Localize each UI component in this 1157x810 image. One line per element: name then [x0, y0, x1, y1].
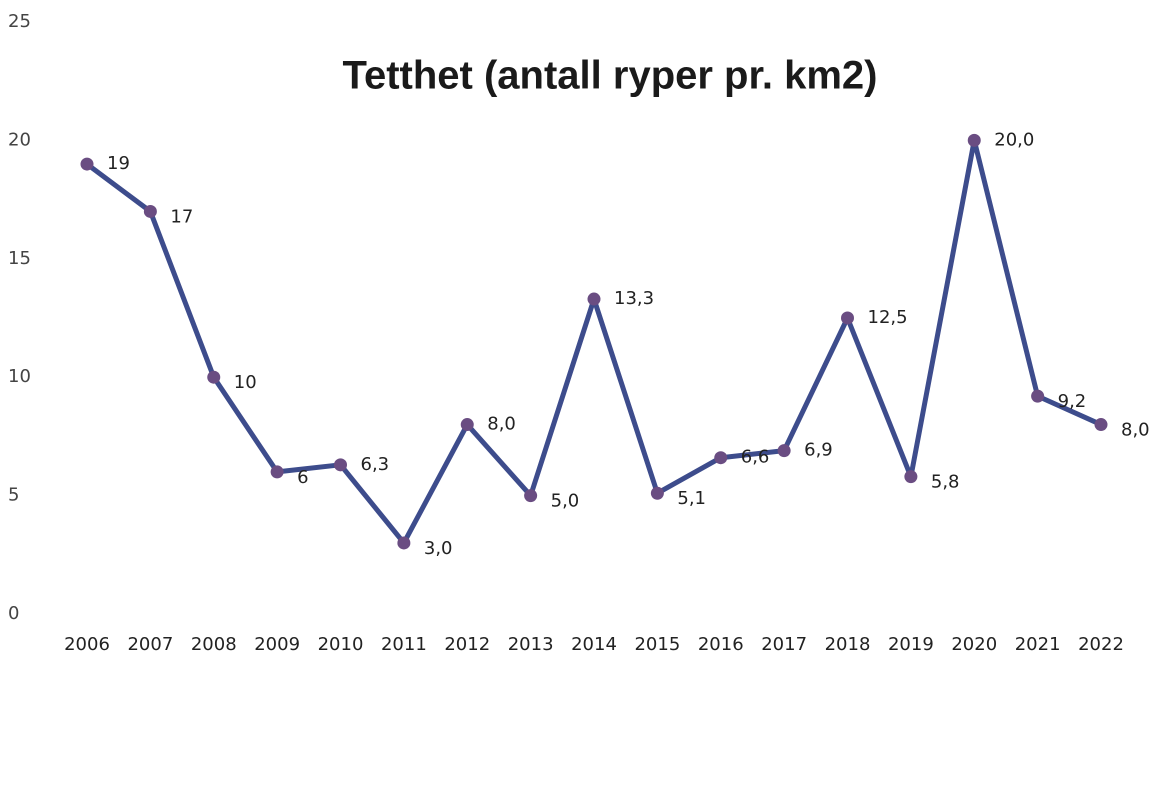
y-tick-label: 0: [8, 603, 19, 624]
x-tick-label: 2021: [1015, 634, 1061, 655]
x-tick-label: 2015: [634, 634, 680, 655]
x-tick-label: 2007: [127, 634, 173, 655]
marker: [904, 470, 918, 484]
x-tick-label: 2019: [888, 634, 934, 655]
marker: [80, 157, 94, 171]
marker: [967, 133, 981, 147]
data-label: 8,0: [1121, 420, 1150, 441]
data-label: 8,0: [487, 414, 516, 435]
x-tick-label: 2010: [318, 634, 364, 655]
x-tick-label: 2016: [698, 634, 744, 655]
marker: [1094, 418, 1108, 432]
marker: [1031, 389, 1045, 403]
chart-title: Tetthet (antall ryper pr. km2): [343, 54, 878, 98]
data-label: 10: [234, 372, 257, 393]
x-tick-label: 2022: [1078, 634, 1124, 655]
x-tick-label: 2020: [951, 634, 997, 655]
y-tick-label: 15: [8, 248, 31, 269]
x-tick-label: 2014: [571, 634, 617, 655]
marker: [777, 444, 791, 458]
marker: [524, 489, 538, 503]
marker: [397, 536, 411, 550]
x-tick-label: 2017: [761, 634, 807, 655]
data-label: 20,0: [994, 129, 1034, 150]
marker: [460, 418, 474, 432]
x-tick-label: 2012: [444, 634, 490, 655]
x-tick-label: 2008: [191, 634, 237, 655]
marker: [841, 311, 854, 325]
x-tick-label: 2013: [508, 634, 554, 655]
y-tick-label: 5: [8, 485, 19, 506]
marker: [714, 451, 728, 465]
marker: [650, 486, 664, 500]
x-tick-label: 2018: [825, 634, 871, 655]
data-label: 6,9: [804, 440, 833, 461]
x-tick-label: 2011: [381, 634, 427, 655]
y-tick-label: 20: [8, 129, 31, 150]
y-tick-label: 10: [8, 366, 31, 387]
data-label: 6,3: [361, 454, 390, 475]
x-tick-label: 2006: [64, 634, 110, 655]
data-label: 17: [170, 206, 193, 227]
data-label: 13,3: [614, 288, 654, 309]
data-label: 12,5: [868, 307, 908, 328]
data-label: 5,1: [677, 488, 706, 509]
marker: [143, 204, 157, 218]
marker: [334, 458, 347, 472]
data-label: 9,2: [1058, 391, 1087, 412]
data-label: 3,0: [424, 538, 453, 559]
marker: [207, 370, 221, 384]
y-tick-label: 25: [8, 11, 31, 32]
data-label: 6: [297, 467, 308, 488]
marker: [270, 465, 284, 479]
marker: [587, 292, 601, 306]
data-label: 5,8: [931, 472, 960, 493]
data-label: 5,0: [551, 491, 580, 512]
x-tick-label: 2009: [254, 634, 300, 655]
data-label: 19: [107, 153, 130, 174]
data-label: 6,6: [741, 447, 770, 468]
